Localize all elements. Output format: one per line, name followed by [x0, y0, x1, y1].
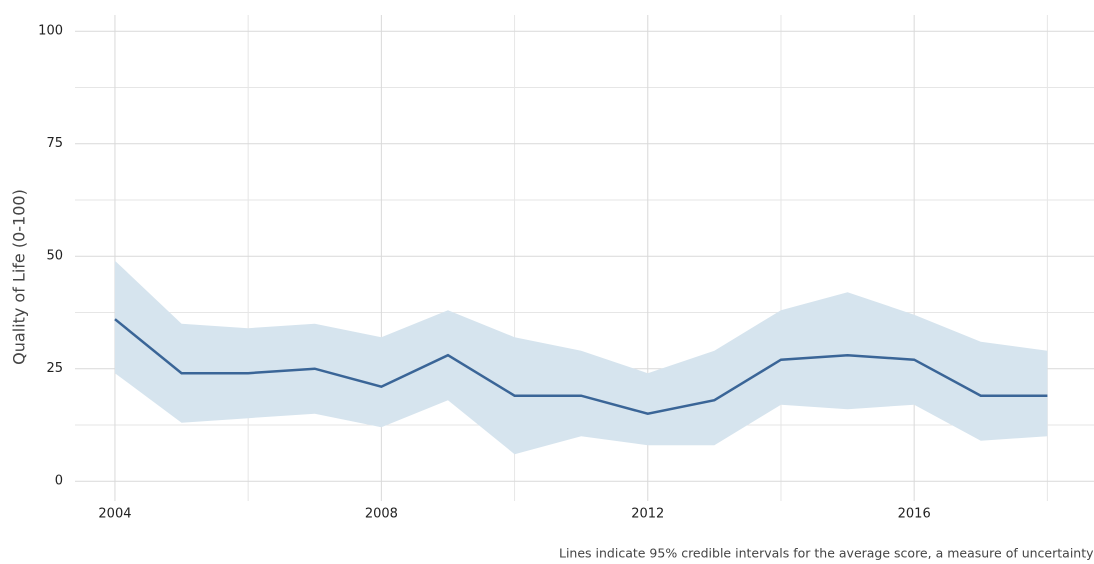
y-tick-label: 100 [38, 24, 63, 39]
x-tick-label: 2016 [898, 507, 931, 522]
caption: Lines indicate 95% credible intervals fo… [559, 546, 1094, 561]
y-tick-label: 50 [46, 249, 63, 264]
x-tick-label: 2008 [365, 507, 398, 522]
y-axis-label: Quality of Life (0-100) [10, 189, 29, 365]
y-tick-label: 0 [55, 474, 63, 489]
confidence-band [114, 260, 1048, 455]
line [114, 318, 1048, 415]
y-tick-label: 75 [46, 136, 63, 151]
x-tick-label: 2004 [98, 507, 131, 522]
x-tick-label: 2012 [631, 507, 664, 522]
y-tick-label: 25 [46, 361, 63, 376]
